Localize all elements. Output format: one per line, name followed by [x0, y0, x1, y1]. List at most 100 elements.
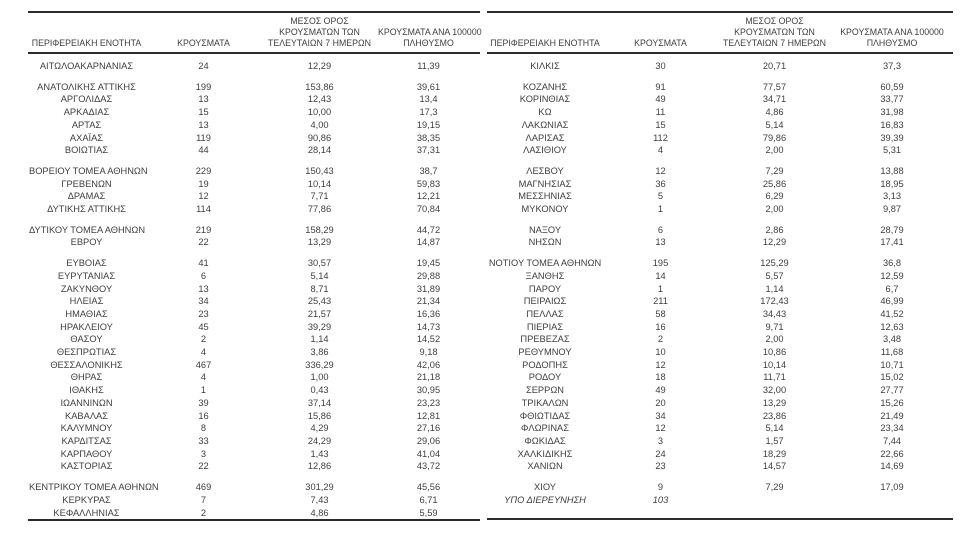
- cell-per100k: 19,45: [416, 258, 441, 269]
- header-per100k-line2: ΠΛΗΘΥΣΜΟ: [403, 38, 454, 48]
- cell-per100k: 14,87: [416, 237, 441, 248]
- cell-region: ΘΗΡΑΣ: [70, 372, 103, 383]
- cell-avg7: 21,57: [307, 308, 332, 319]
- cell-per100k: 21,18: [416, 372, 441, 383]
- cell-cases: 211: [653, 296, 668, 307]
- cell-per100k: 45,56: [416, 482, 441, 493]
- cell-cases: 2: [200, 507, 207, 518]
- cell-per100k: 28,79: [880, 224, 904, 235]
- cell-cases: 2: [657, 334, 664, 345]
- table-row: ΚΑΣΤΟΡΙΑΣ 22 12,86 43,72: [28, 460, 480, 473]
- table-row: ΡΕΘΥΜΝΟΥ 10 10,86 11,68: [487, 346, 953, 359]
- table-row: ΓΡΕΒΕΝΩΝ 19 10,14 59,83: [28, 178, 480, 191]
- table-row: ΒΟΡΕΙΟΥ ΤΟΜΕΑ ΑΘΗΝΩΝ 229 150,43 38,7: [28, 165, 480, 178]
- cell-per100k: 11,39: [417, 61, 440, 71]
- cell-avg7: 158,29: [305, 224, 334, 235]
- table-row: ΗΛΕΙΑΣ 34 25,43 21,34: [28, 295, 480, 308]
- cell-per100k: 17,41: [880, 237, 904, 248]
- header-region-label: ΠΕΡΙΦΕΡΕΙΑΚΗ ΕΝΟΤΗΤΑ: [490, 38, 600, 48]
- cell-cases: 30: [655, 61, 666, 71]
- header-region: ΠΕΡΙΦΕΡΕΙΑΚΗ ΕΝΟΤΗΤΑ: [28, 12, 145, 54]
- cell-cases: 16: [655, 321, 666, 332]
- cell-cases: 467: [195, 359, 212, 370]
- cell-avg7: 1,00: [310, 372, 329, 383]
- cell-region: ΚΟΖΑΝΗΣ: [522, 81, 568, 92]
- cell-region: ΚΕΦΑΛΛΗΝΙΑΣ: [53, 507, 120, 518]
- header-cases-label: ΚΡΟΥΣΜΑΤΑ: [177, 38, 230, 48]
- table-row: ΕΒΡΟΥ 22 13,29 14,87: [28, 236, 480, 249]
- cell-region: ΛΑΚΩΝΙΑΣ: [521, 119, 569, 130]
- cell-cases: 13: [655, 237, 666, 248]
- cell-per100k: 6,71: [419, 494, 438, 505]
- cell-avg7: 37,14: [307, 397, 332, 408]
- cell-cases: 13: [198, 283, 209, 294]
- table-row: ΙΘΑΚΗΣ 1 0,43 30,95: [28, 384, 480, 397]
- cell-avg7: 24,29: [307, 435, 332, 446]
- table-row: ΒΟΙΩΤΙΑΣ 44 28,14 37,31: [28, 144, 480, 157]
- cell-region: ΧΙΟΥ: [534, 482, 556, 493]
- header-avg7-line3: ΤΕΛΕΥΤΑΙΩΝ 7 ΗΜΕΡΩΝ: [723, 38, 826, 48]
- cell-cases: 12: [198, 191, 209, 202]
- cell-avg7: 1,43: [310, 448, 329, 459]
- cell-region: ΧΑΛΚΙΔΙΚΗΣ: [517, 448, 573, 459]
- cell-cases: 7: [200, 494, 207, 505]
- cell-avg7: 4,00: [310, 119, 329, 130]
- header-cases: ΚΡΟΥΣΜΑΤΑ: [603, 12, 718, 54]
- cell-cases: 34: [198, 296, 209, 307]
- table-row: ΦΩΚΙΔΑΣ 3 1,57 7,44: [487, 435, 953, 448]
- cell-region: ΡΟΔΟΥ: [528, 372, 562, 383]
- cell-avg7: 7,71: [310, 191, 329, 202]
- cell-region: ΙΩΑΝΝΙΝΩΝ: [60, 397, 113, 408]
- cell-region: ΘΕΣΠΡΩΤΙΑΣ: [56, 347, 117, 358]
- cell-avg7: 13,29: [307, 237, 332, 248]
- cell-avg7: 30,57: [307, 258, 332, 269]
- header-cases: ΚΡΟΥΣΜΑΤΑ: [145, 12, 262, 54]
- cell-region: ΑΙΤΩΛΟΑΚΑΡΝΑΝΙΑΣ: [39, 61, 134, 71]
- cell-per100k: 12,59: [880, 270, 904, 281]
- cell-region: ΗΜΑΘΙΑΣ: [65, 308, 108, 319]
- cell-region: [487, 507, 603, 520]
- cell-cases: 4: [657, 145, 664, 156]
- cell-avg7: 10,14: [307, 178, 332, 189]
- table-header-left: ΠΕΡΙΦΕΡΕΙΑΚΗ ΕΝΟΤΗΤΑ ΚΡΟΥΣΜΑΤΑ ΜΕΣΟΣ ΟΡΟ…: [28, 12, 482, 54]
- cell-region: ΠΕΛΛΑΣ: [526, 308, 564, 319]
- table-row: ΗΜΑΘΙΑΣ 23 21,57 16,36: [28, 308, 480, 321]
- cell-cases: 8: [200, 423, 207, 434]
- cell-cases: 36: [655, 178, 666, 189]
- cell-avg7: 25,86: [762, 178, 787, 189]
- cell-cases: 1: [657, 204, 664, 215]
- table-row: ΙΩΑΝΝΙΝΩΝ 39 37,14 23,23: [28, 397, 480, 410]
- cell-avg7: [718, 507, 831, 520]
- cell-per100k: 46,99: [880, 296, 904, 307]
- cell-avg7: 150,43: [305, 165, 334, 176]
- cell-region: ΚΩ: [538, 107, 552, 118]
- cell-region: ΜΥΚΟΝΟΥ: [521, 204, 569, 215]
- table-body-right: ΚΙΛΚΙΣ 30 20,71 37,3 ΚΟΖΑΝΗΣ 91 77,57 60,59 ΚΟΡΙ…: [487, 53, 953, 519]
- cell-avg7: 5,14: [310, 270, 329, 281]
- cell-per100k: 12,21: [416, 191, 441, 202]
- cell-cases: 6: [200, 270, 207, 281]
- table-row: ΠΡΕΒΕΖΑΣ 2 2,00 3,48: [487, 333, 953, 346]
- cell-cases: 11: [655, 107, 666, 118]
- table-row: ΦΘΙΩΤΙΔΑΣ 34 23,86 21,49: [487, 410, 953, 423]
- table-row: ΝΟΤΙΟΥ ΤΟΜΕΑ ΑΘΗΝΩΝ 195 125,29 36,8: [487, 257, 953, 270]
- cell-region: ΔΡΑΜΑΣ: [67, 191, 106, 202]
- cell-region: ΗΛΕΙΑΣ: [69, 296, 104, 307]
- cell-per100k: 15,02: [880, 372, 904, 383]
- cell-cases: 41: [198, 258, 209, 269]
- cell-region: ΑΡΓΟΛΙΔΑΣ: [60, 94, 113, 105]
- cell-cases: 4: [200, 347, 207, 358]
- cell-per100k: 23,23: [416, 397, 441, 408]
- table-row: ΚΑΛΥΜΝΟΥ 8 4,29 27,16: [28, 422, 480, 435]
- cell-region: ΡΕΘΥΜΝΟΥ: [518, 347, 572, 358]
- table-row: ΗΡΑΚΛΕΙΟΥ 45 39,29 14,73: [28, 321, 480, 334]
- cell-per100k: 14,52: [416, 334, 441, 345]
- cell-avg7: 25,43: [307, 296, 332, 307]
- table-body-left: ΑΙΤΩΛΟΑΚΑΡΝΑΝΙΑΣ 24 12,29 11,39 ΑΝΑΤΟΛΙΚΗΣ Α…: [28, 53, 480, 520]
- table-row: ΚΑΡΠΑΘΟΥ 3 1,43 41,04: [28, 448, 480, 461]
- header-gap: [487, 53, 953, 60]
- cell-cases: 13: [198, 119, 209, 130]
- cell-avg7: 15,86: [307, 410, 332, 421]
- table-row: ΧΑΛΚΙΔΙΚΗΣ 24 18,29 22,66: [487, 448, 953, 461]
